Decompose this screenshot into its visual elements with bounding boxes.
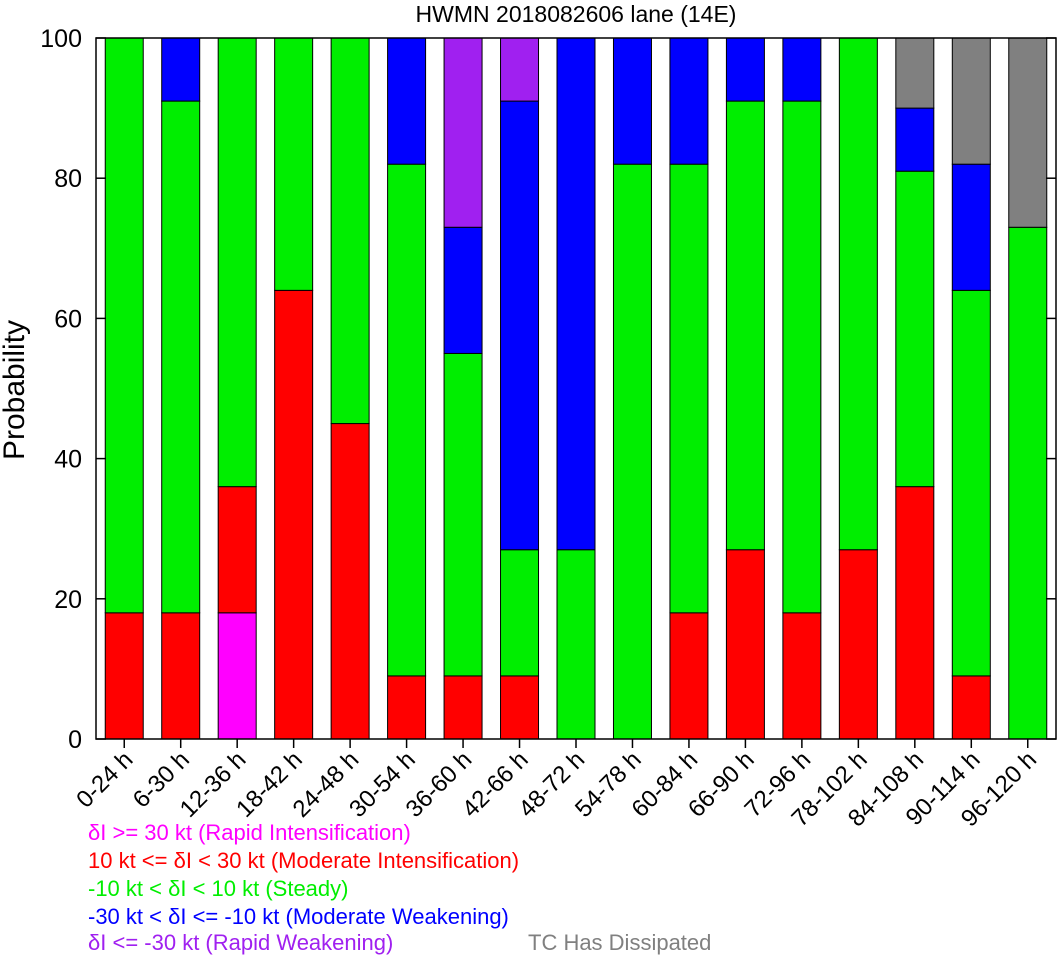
bar-segment-78-102h-s2 bbox=[838, 37, 878, 551]
bar-segment-66-90h-s1 bbox=[725, 549, 765, 740]
bar-segment-18-42h-s1 bbox=[274, 289, 314, 740]
bar-segment-84-108h-s3 bbox=[895, 107, 935, 172]
bar-segment-90-114h-s3 bbox=[951, 163, 991, 291]
bar-segment-6-30h-s1 bbox=[161, 612, 201, 740]
bars-layer bbox=[104, 37, 1048, 740]
bar-segment-96-120h-s2 bbox=[1008, 226, 1048, 740]
legend-item-moderate-intensification: 10 kt <= δI < 30 kt (Moderate Intensific… bbox=[88, 848, 520, 873]
bar-segment-78-102h-s1 bbox=[838, 549, 878, 740]
y-tick-label-80: 80 bbox=[54, 165, 82, 193]
bar-segment-60-84h-s2 bbox=[669, 163, 709, 614]
bar-segment-0-24h-s2 bbox=[104, 37, 144, 614]
y-axis-label: Probability bbox=[0, 320, 31, 460]
bar-segment-42-66h-s2 bbox=[500, 549, 540, 677]
bar-segment-30-54h-s1 bbox=[387, 675, 427, 740]
y-tick-label-100: 100 bbox=[40, 25, 82, 53]
y-tick-label-60: 60 bbox=[54, 305, 82, 333]
bar-segment-72-96h-s2 bbox=[782, 100, 822, 614]
x-tick-label-0: 0-24 h bbox=[71, 746, 138, 813]
bar-segment-54-78h-s3 bbox=[612, 37, 652, 165]
bar-segment-90-114h-s1 bbox=[951, 675, 991, 740]
bar-segment-36-60h-s4 bbox=[443, 37, 483, 228]
bar-segment-96-120h-s5 bbox=[1008, 37, 1048, 228]
bar-segment-48-72h-s2 bbox=[556, 549, 596, 740]
bar-segment-54-78h-s2 bbox=[612, 163, 652, 740]
bar-segment-18-42h-s2 bbox=[274, 37, 314, 291]
bar-segment-6-30h-s3 bbox=[161, 37, 201, 102]
bar-segment-48-72h-s3 bbox=[556, 37, 596, 551]
bar-segment-72-96h-s1 bbox=[782, 612, 822, 740]
bar-segment-6-30h-s2 bbox=[161, 100, 201, 614]
legend-item-steady: -10 kt < δI < 10 kt (Steady) bbox=[88, 876, 349, 901]
bar-segment-42-66h-s4 bbox=[500, 37, 540, 102]
bar-segment-36-60h-s1 bbox=[443, 675, 483, 740]
bar-segment-12-36h-s1 bbox=[217, 486, 257, 614]
bar-segment-30-54h-s2 bbox=[387, 163, 427, 677]
bar-segment-66-90h-s3 bbox=[725, 37, 765, 102]
bar-segment-36-60h-s3 bbox=[443, 226, 483, 354]
bar-segment-42-66h-s1 bbox=[500, 675, 540, 740]
bar-segment-84-108h-s1 bbox=[895, 486, 935, 740]
bar-segment-12-36h-s2 bbox=[217, 37, 257, 488]
bar-segment-84-108h-s5 bbox=[895, 37, 935, 109]
bar-segment-60-84h-s1 bbox=[669, 612, 709, 740]
bar-segment-24-48h-s2 bbox=[330, 37, 370, 425]
bar-segment-42-66h-s3 bbox=[500, 100, 540, 551]
legend-item-rapid-weakening: δI <= -30 kt (Rapid Weakening) bbox=[88, 930, 394, 955]
legend-item-moderate-weakening: -30 kt < δI <= -10 kt (Moderate Weakenin… bbox=[88, 904, 509, 929]
y-tick-label-40: 40 bbox=[54, 446, 82, 474]
y-tick-label-20: 20 bbox=[54, 586, 82, 614]
bar-segment-60-84h-s3 bbox=[669, 37, 709, 165]
bar-segment-30-54h-s3 bbox=[387, 37, 427, 165]
bar-segment-84-108h-s2 bbox=[895, 170, 935, 488]
bar-segment-72-96h-s3 bbox=[782, 37, 822, 102]
bar-segment-24-48h-s1 bbox=[330, 423, 370, 740]
legend-item-rapid-intensification: δI >= 30 kt (Rapid Intensification) bbox=[88, 820, 411, 845]
bar-segment-90-114h-s5 bbox=[951, 37, 991, 165]
chart-title: HWMN 2018082606 lane (14E) bbox=[416, 1, 737, 27]
bar-segment-12-36h-s0 bbox=[217, 612, 257, 740]
y-tick-label-0: 0 bbox=[68, 726, 82, 754]
bar-segment-90-114h-s2 bbox=[951, 289, 991, 677]
bar-segment-36-60h-s2 bbox=[443, 352, 483, 677]
bar-segment-66-90h-s2 bbox=[725, 100, 765, 551]
bar-segment-0-24h-s1 bbox=[104, 612, 144, 740]
legend-item-dissipated: TC Has Dissipated bbox=[528, 930, 712, 955]
